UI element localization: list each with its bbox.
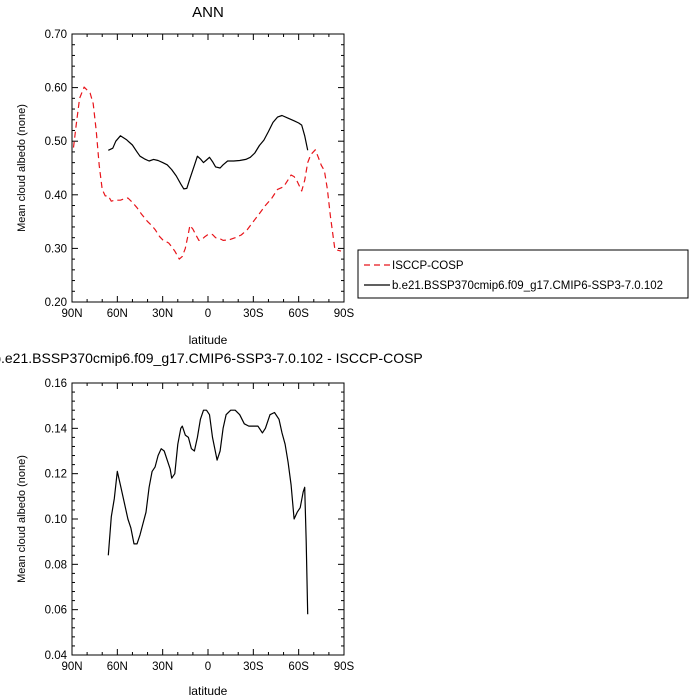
y-tick-label: 0.20: [45, 297, 67, 309]
y-tick-label: 0.06: [45, 605, 67, 617]
y-tick-label: 0.12: [45, 469, 67, 481]
x-tick-label: 60N: [107, 661, 128, 673]
chart-2-x-axis-label: latitude: [189, 684, 228, 698]
chart-2-title: b.e21.BSSP370cmip6.f09_g17.CMIP6-SSP3-7.…: [0, 350, 423, 366]
x-tick-label: 90S: [334, 661, 355, 673]
x-tick-label: 30S: [243, 661, 264, 673]
y-tick-label: 0.60: [45, 83, 67, 95]
legend-label-model: b.e21.BSSP370cmip6.f09_g17.CMIP6-SSP3-7.…: [392, 280, 663, 292]
chart-1-x-ticks: 90N 60N 30N 0 30S 60S 90S: [61, 34, 355, 320]
legend-label-isccp-cosp: ISCCP-COSP: [392, 260, 464, 272]
chart-1-series: [72, 86, 342, 260]
chart-1-x-axis-label: latitude: [189, 333, 228, 347]
x-tick-label: 30N: [152, 661, 173, 673]
series-line-b-e21-bssp370cmip6-f09-g17-cmip6-ssp3-7-0-102: [108, 114, 309, 190]
x-tick-label: 30S: [243, 308, 264, 320]
chart-2-series: [107, 409, 309, 615]
y-tick-label: 0.08: [45, 559, 67, 571]
chart-1-y-ticks: 0.70 0.60 0.50 0.40 0.30 0.20: [45, 29, 344, 309]
x-tick-label: 60S: [288, 661, 309, 673]
y-tick-label: 0.40: [45, 190, 67, 202]
legend-box: [357, 249, 689, 299]
chart-1-plot-frame: [71, 33, 345, 303]
x-tick-label: 90N: [61, 308, 82, 320]
x-tick-label: 30N: [152, 308, 173, 320]
y-tick-label: 0.04: [45, 650, 68, 662]
y-tick-label: 0.50: [45, 136, 67, 148]
chart-2-y-axis-label: Mean cloud albedo (none): [16, 455, 28, 583]
chart-1-y-axis-label: Mean cloud albedo (none): [16, 104, 28, 232]
y-tick-label: 0.70: [45, 29, 67, 41]
x-tick-label: 60S: [288, 308, 309, 320]
y-tick-label: 0.10: [45, 514, 67, 526]
y-tick-label: 0.16: [45, 378, 67, 390]
series-line-isccp-cosp: [72, 86, 342, 260]
y-tick-label: 0.14: [45, 423, 68, 435]
chart-1-title: ANN: [192, 4, 224, 21]
x-tick-label: 60N: [107, 308, 128, 320]
x-tick-label: 0: [205, 661, 211, 673]
series-line-difference-0: [107, 409, 309, 615]
x-tick-label: 0: [205, 308, 211, 320]
x-tick-label: 90N: [61, 661, 82, 673]
chart-2-plot-frame: [71, 382, 345, 656]
x-tick-label: 90S: [334, 308, 355, 320]
chart-2: b.e21.BSSP370cmip6.f09_g17.CMIP6-SSP3-7.…: [0, 350, 423, 698]
chart-2-y-ticks: 0.16 0.14 0.12 0.10 0.08 0.06 0.04: [45, 378, 344, 662]
chart-2-x-ticks: 90N 60N 30N 0 30S 60S 90S: [61, 383, 355, 673]
y-tick-label: 0.30: [45, 243, 67, 255]
chart-1: ANN 0.70 0.60 0.50 0.40 0.30 0.20 90N 60N 30N 0 3…: [16, 4, 689, 347]
chart-1-legend: ISCCP-COSP b.e21.BSSP370cmip6.f09_g17.CM…: [357, 249, 689, 299]
